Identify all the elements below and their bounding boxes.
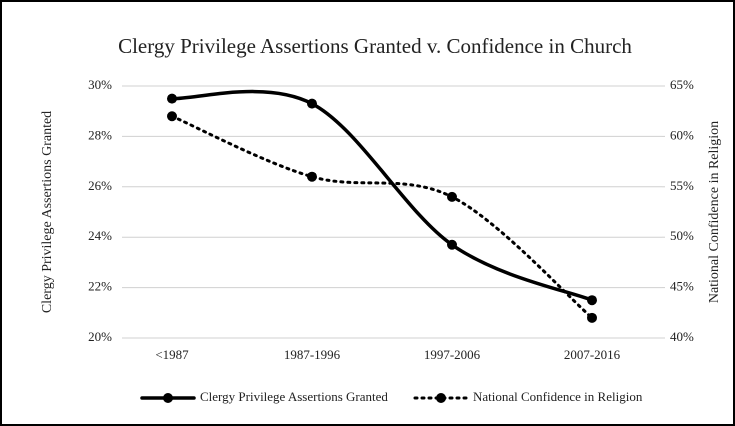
y-tick-label: 22% (88, 279, 112, 294)
y2-tick-label: 55% (670, 178, 694, 193)
series-marker (307, 98, 317, 109)
x-tick-label: 2007-2016 (564, 347, 621, 362)
series-marker (587, 295, 597, 306)
chart-title: Clergy Privilege Assertions Granted v. C… (118, 34, 632, 58)
y-tick-label: 28% (88, 127, 112, 142)
y-tick-label: 26% (88, 178, 112, 193)
x-tick-label: 1997-2006 (424, 347, 481, 362)
series-marker (307, 171, 317, 182)
y-axis-title: Clergy Privilege Assertions Granted (40, 111, 55, 313)
x-tick-label: <1987 (155, 347, 189, 362)
y2-tick-label: 65% (670, 77, 694, 92)
y-tick-label: 24% (88, 228, 112, 243)
series-line (170, 114, 594, 320)
y-tick-label: 20% (88, 329, 112, 344)
y2-tick-label: 40% (670, 329, 694, 344)
y2-axis-title: National Confidence in Religion (707, 121, 722, 303)
legend-marker (436, 393, 446, 403)
series-marker (447, 191, 457, 202)
x-tick-label: 1987-1996 (284, 347, 341, 362)
series-line (170, 89, 594, 302)
y-tick-label: 30% (88, 77, 112, 92)
y2-tick-label: 45% (670, 279, 694, 294)
y2-tick-label: 60% (670, 127, 694, 142)
series-marker (167, 93, 177, 104)
legend-marker (163, 393, 173, 403)
series-marker (587, 312, 597, 323)
y2-tick-label: 50% (670, 228, 694, 243)
legend-label: Clergy Privilege Assertions Granted (200, 389, 388, 404)
legend-label: National Confidence in Religion (473, 389, 643, 404)
series-marker (167, 111, 177, 122)
series-marker (447, 239, 457, 250)
